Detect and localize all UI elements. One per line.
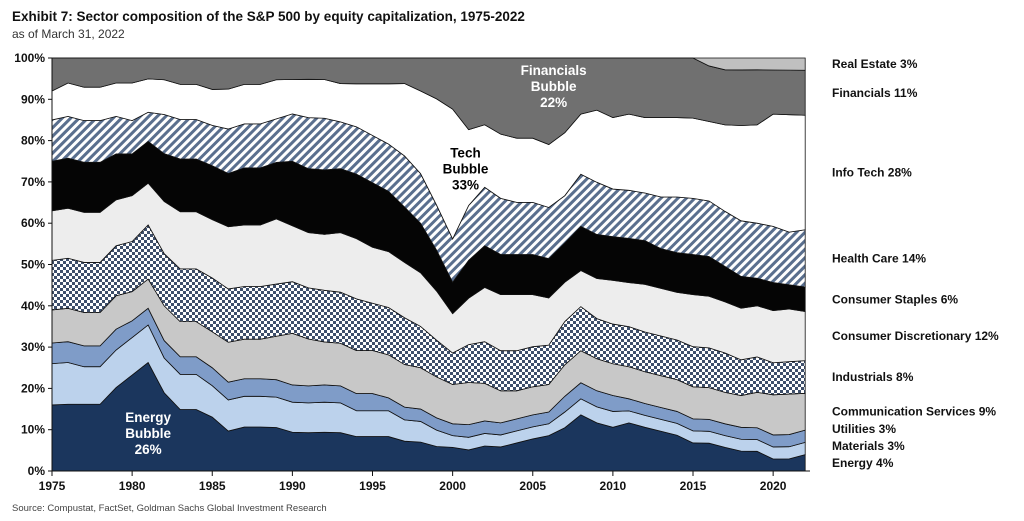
legend-communication-services-9: Communication Services 9% [832, 405, 996, 419]
source-note: Source: Compustat, FactSet, Goldman Sach… [12, 503, 327, 514]
annotation-line: Bubble [125, 426, 171, 441]
y-tick-label: 20% [21, 381, 45, 395]
legend-real-estate-3: Real Estate 3% [832, 57, 918, 71]
annotation-line: Bubble [531, 79, 577, 94]
axis-layer: 0% 10% 20% 30% 40% 50% 60% 70% 80% 90% 100% 1975 198… [14, 51, 810, 493]
legend-layer: Energy 4% Materials 3% Utilities 3% Communi… [832, 57, 999, 470]
y-tick-label: 90% [21, 92, 45, 106]
y-tick-label: 30% [21, 340, 45, 354]
x-tick-label: 2000 [439, 479, 466, 493]
annotation-line: 26% [135, 442, 162, 457]
legend-consumer-discretionary-12: Consumer Discretionary 12% [832, 329, 999, 343]
y-tick-label: 40% [21, 299, 45, 313]
annotation-line: 33% [452, 178, 479, 193]
y-tick-label: 60% [21, 216, 45, 230]
chart-area: EnergyBubble26%TechBubble33%FinancialsBu… [14, 51, 999, 493]
legend-consumer-staples-6: Consumer Staples 6% [832, 292, 958, 306]
legend-materials-3: Materials 3% [832, 439, 905, 453]
x-tick-label: 1985 [199, 479, 226, 493]
legend-financials-11: Financials 11% [832, 86, 918, 100]
legend-health-care-14: Health Care 14% [832, 251, 926, 265]
series-real-estate-3 [52, 57, 806, 71]
x-tick-label: 1980 [119, 479, 146, 493]
annotation-line: Energy [125, 410, 171, 425]
y-tick-label: 0% [28, 464, 46, 478]
x-tick-label: 2005 [519, 479, 546, 493]
x-tick-label: 1995 [359, 479, 386, 493]
annotation-line: Financials [521, 63, 587, 78]
annotation-line: Tech [450, 146, 481, 161]
annotation-line: 22% [540, 95, 567, 110]
y-tick-label: 10% [21, 423, 45, 437]
series-layer [51, 57, 806, 472]
legend-industrials-8: Industrials 8% [832, 370, 914, 384]
x-tick-label: 2020 [760, 479, 787, 493]
annotation-line: Bubble [443, 162, 489, 177]
x-tick-label: 2010 [600, 479, 627, 493]
y-tick-label: 50% [21, 258, 45, 272]
annotation-layer: EnergyBubble26%TechBubble33%FinancialsBu… [125, 63, 586, 457]
chart-title: Exhibit 7: Sector composition of the S&P… [12, 9, 525, 24]
x-tick-label: 1990 [279, 479, 306, 493]
y-tick-label: 70% [21, 175, 45, 189]
y-tick-label: 100% [14, 51, 45, 65]
legend-info-tech-28: Info Tech 28% [832, 165, 912, 179]
legend-utilities-3: Utilities 3% [832, 422, 896, 436]
x-tick-label: 2015 [680, 479, 707, 493]
y-tick-label: 80% [21, 134, 45, 148]
x-tick-label: 1975 [39, 479, 66, 493]
chart-subtitle: as of March 31, 2022 [12, 27, 125, 41]
legend-energy-4: Energy 4% [832, 456, 894, 470]
